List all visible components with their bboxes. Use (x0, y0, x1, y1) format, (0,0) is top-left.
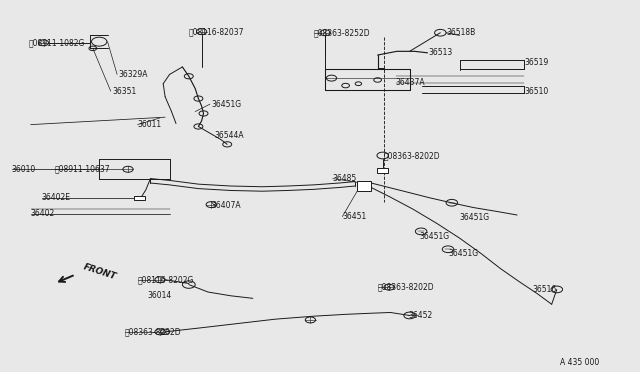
Text: 36516: 36516 (532, 285, 557, 294)
Text: 36451G: 36451G (211, 100, 241, 109)
Text: 36014: 36014 (147, 291, 172, 300)
Text: 36451: 36451 (342, 212, 367, 221)
FancyBboxPatch shape (357, 181, 371, 191)
Text: 36513: 36513 (429, 48, 453, 57)
Text: A 435 000: A 435 000 (560, 358, 599, 367)
Text: 36510: 36510 (525, 87, 549, 96)
Text: 36451G: 36451G (460, 213, 490, 222)
Text: 36329A: 36329A (118, 70, 148, 79)
Text: 36010: 36010 (12, 165, 36, 174)
Text: ⓝ08911-1082G: ⓝ08911-1082G (29, 38, 85, 47)
Text: ⓝ08911-10637: ⓝ08911-10637 (54, 165, 110, 174)
Text: Ⓢ08363-8202D: Ⓢ08363-8202D (125, 327, 181, 336)
Text: 36519: 36519 (525, 58, 549, 67)
Text: Ⓢ08363-8202D: Ⓢ08363-8202D (384, 151, 440, 160)
Text: 36351: 36351 (112, 87, 136, 96)
Text: 36437A: 36437A (396, 78, 425, 87)
FancyBboxPatch shape (134, 196, 145, 200)
Text: 36407A: 36407A (211, 201, 241, 210)
Text: 36485: 36485 (333, 174, 357, 183)
Text: 36402: 36402 (31, 209, 55, 218)
Text: 36544A: 36544A (214, 131, 244, 140)
FancyBboxPatch shape (377, 168, 388, 173)
Text: 36518B: 36518B (447, 28, 476, 37)
Text: 36451G: 36451G (448, 249, 478, 258)
Text: Ⓑ08116-82037: Ⓑ08116-82037 (189, 27, 244, 36)
Text: Ⓑ08116-8202G: Ⓑ08116-8202G (138, 275, 194, 284)
Text: 36402E: 36402E (42, 193, 70, 202)
Text: Ⓢ08363-8252D: Ⓢ08363-8252D (314, 28, 370, 37)
Text: 36011: 36011 (138, 120, 162, 129)
Text: FRONT: FRONT (82, 262, 117, 281)
Text: Ⓢ08363-8202D: Ⓢ08363-8202D (378, 283, 434, 292)
Text: 36452: 36452 (408, 311, 433, 320)
Text: 36451G: 36451G (419, 232, 449, 241)
